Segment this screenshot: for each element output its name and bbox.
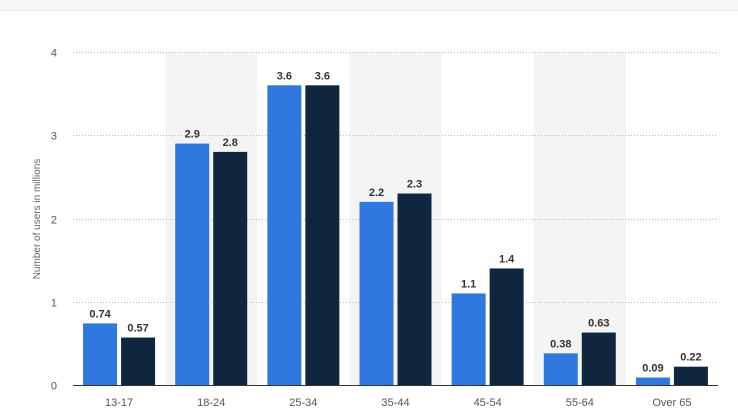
- data-label: 2.9: [185, 129, 200, 141]
- y-tick-label: 3: [51, 131, 57, 143]
- data-label: 0.38: [550, 338, 571, 350]
- bar-navy: [489, 268, 524, 385]
- category-band: [533, 52, 626, 385]
- x-tick-label: 13-17: [105, 397, 133, 409]
- data-label: 2.2: [369, 187, 384, 199]
- bar-navy: [305, 85, 340, 386]
- data-label: 0.22: [680, 352, 701, 364]
- bar-navy: [581, 332, 616, 385]
- bar-navy: [121, 337, 156, 385]
- data-label: 0.63: [588, 318, 609, 330]
- y-tick-label: 4: [51, 48, 57, 60]
- bar-navy: [673, 366, 708, 385]
- bar-blue: [359, 201, 394, 385]
- y-tick-label: 2: [51, 215, 57, 227]
- y-gridlines: [73, 52, 718, 303]
- data-labels: 0.74 0.57 2.9 2.8 3.6 3.6 2.2 2.3 1.1 1.4 0.38 0.63…: [89, 70, 701, 374]
- bar-blue: [175, 143, 210, 385]
- x-tick-labels: 13-17 18-24 25-34 35-44 45-54 55-64 Over 65: [105, 397, 691, 409]
- x-tick-label: 55-64: [566, 397, 594, 409]
- y-tick-label: 1: [51, 298, 57, 310]
- data-label: 2.8: [223, 137, 238, 149]
- data-label: 2.3: [407, 179, 422, 191]
- bar-blue: [267, 85, 302, 386]
- bar-navy: [397, 193, 432, 385]
- data-label: 0.57: [127, 323, 148, 335]
- data-label: 1.1: [461, 278, 476, 290]
- bar-blue: [83, 323, 118, 385]
- data-label: 3.6: [277, 70, 292, 82]
- bar-blue: [543, 353, 578, 385]
- x-tick-label: 18-24: [197, 397, 225, 409]
- bar-blue: [451, 293, 486, 385]
- x-tick-label: 25-34: [289, 397, 317, 409]
- x-tick-label: 45-54: [474, 397, 502, 409]
- data-label: 0.09: [642, 363, 663, 375]
- data-label: 0.74: [89, 308, 111, 320]
- top-strip: [0, 0, 738, 11]
- y-tick-labels: 0 1 2 3 4: [51, 48, 57, 393]
- bar-blue: [635, 377, 670, 385]
- bars: [83, 85, 708, 386]
- x-tick-label: 35-44: [381, 397, 409, 409]
- data-label: 1.4: [499, 253, 515, 265]
- x-tick-label: Over 65: [652, 397, 691, 409]
- y-tick-label: 0: [51, 381, 57, 393]
- y-axis-label: Number of users in millions: [32, 159, 43, 280]
- data-label: 3.6: [315, 70, 330, 82]
- bar-navy: [213, 151, 248, 385]
